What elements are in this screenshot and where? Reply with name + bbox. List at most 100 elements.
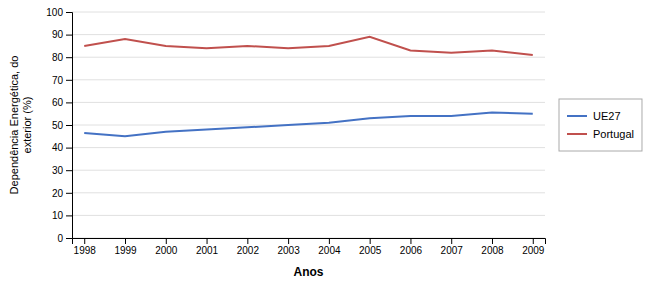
- y-tick: 70: [52, 75, 72, 86]
- y-axis-title-line: exterior (%): [21, 97, 33, 154]
- x-tick: 2006: [400, 238, 423, 256]
- x-tick-mark: [84, 238, 85, 244]
- y-axis-title-line: Dependência Energética, do: [8, 56, 20, 195]
- y-axis: 0 10 20 30 40 50 60 70 80 90 100: [46, 7, 72, 244]
- x-tick-mark: [533, 238, 534, 244]
- y-tick: 100: [46, 7, 72, 18]
- x-tick: 2007: [441, 238, 464, 256]
- x-tick: 2008: [481, 238, 504, 256]
- y-tick: 10: [52, 210, 72, 221]
- x-tick-label: 2002: [237, 245, 260, 256]
- grid-line: [72, 57, 545, 58]
- marks: [84, 37, 533, 136]
- x-tick-mark: [207, 238, 208, 244]
- x-tick-mark: [329, 238, 330, 244]
- y-axis-title: Dependência Energética, doexterior (%): [8, 56, 33, 195]
- x-tick-mark: [410, 238, 411, 244]
- y-tick: 90: [52, 29, 72, 40]
- y-tick-label: 50: [52, 120, 64, 131]
- x-tick-label: 1998: [74, 245, 97, 256]
- x-tick-label: 2008: [481, 245, 504, 256]
- series-line: [84, 37, 533, 55]
- x-tick: 2002: [237, 238, 260, 256]
- x-tick: 2005: [359, 238, 382, 256]
- grid: [72, 12, 545, 238]
- x-axis: 1998 1999 2000 2001 2002 2003 2004 2005 2006 2007…: [73, 238, 546, 256]
- y-tick-label: 70: [52, 75, 64, 86]
- y-tick-label: 40: [52, 142, 64, 153]
- y-tick-mark: [66, 215, 72, 216]
- y-tick-mark: [66, 12, 72, 13]
- x-tick-mark: [247, 238, 248, 244]
- x-tick: 2001: [196, 238, 219, 256]
- x-tick-label: 2003: [277, 245, 300, 256]
- y-tick: 80: [52, 52, 72, 63]
- grid-line: [72, 147, 545, 148]
- grid-line: [72, 79, 545, 80]
- y-tick-mark: [66, 238, 72, 239]
- legend-swatch: [567, 115, 587, 117]
- y-tick: 60: [52, 97, 72, 108]
- y-tick-mark: [66, 35, 72, 36]
- grid-line: [72, 34, 545, 35]
- x-tick: 1998: [74, 238, 97, 256]
- y-tick: 20: [52, 188, 72, 199]
- chart: 1998199920002001200220032004200520062007…: [0, 0, 657, 284]
- grid-line: [72, 170, 545, 171]
- grid-line: [72, 102, 545, 103]
- y-tick: 30: [52, 165, 72, 176]
- legend-swatch: [567, 133, 587, 135]
- y-tick-mark: [66, 80, 72, 81]
- y-tick: 50: [52, 120, 72, 131]
- x-tick-label: 2000: [155, 245, 178, 256]
- x-tick: 1999: [114, 238, 137, 256]
- x-tick-mark: [451, 238, 452, 244]
- y-axis-line: [66, 13, 73, 239]
- x-tick-mark: [370, 238, 371, 244]
- series-line: [84, 113, 533, 137]
- y-tick-mark: [66, 170, 72, 171]
- y-tick-mark: [66, 102, 72, 103]
- y-tick-label: 100: [46, 7, 63, 18]
- y-tick-label: 30: [52, 165, 64, 176]
- x-tick-label: 2007: [441, 245, 464, 256]
- legend: UE27 Portugal: [559, 99, 642, 151]
- x-tick-label: 2006: [400, 245, 423, 256]
- legend-item: Portugal: [567, 128, 634, 140]
- x-tick-label: 2009: [522, 245, 545, 256]
- y-tick-label: 0: [57, 233, 63, 244]
- y-tick-label: 10: [52, 210, 64, 221]
- y-tick-mark: [66, 148, 72, 149]
- legend-frame: [559, 99, 642, 151]
- x-tick-mark: [492, 238, 493, 244]
- legend-label: Portugal: [593, 128, 634, 140]
- x-tick-label: 2005: [359, 245, 382, 256]
- y-tick-label: 80: [52, 52, 64, 63]
- y-tick-mark: [66, 193, 72, 194]
- y-tick-mark: [66, 57, 72, 58]
- y-tick-label: 60: [52, 97, 64, 108]
- y-tick-label: 90: [52, 29, 64, 40]
- x-tick: 2003: [277, 238, 300, 256]
- legend-item: UE27: [567, 110, 621, 122]
- x-tick-mark: [288, 238, 289, 244]
- legend-items: UE27 Portugal: [567, 110, 634, 140]
- x-tick: 2009: [522, 238, 545, 256]
- x-tick-mark: [125, 238, 126, 244]
- x-tick-label: 1999: [114, 245, 137, 256]
- y-tick: 40: [52, 142, 72, 153]
- grid-line: [72, 192, 545, 193]
- grid-line: [72, 215, 545, 216]
- legend-label: UE27: [593, 110, 621, 122]
- x-tick-label: 2001: [196, 245, 219, 256]
- x-axis-line: [73, 239, 546, 245]
- x-tick-label: 2004: [318, 245, 341, 256]
- x-tick: 2000: [155, 238, 178, 256]
- y-tick: 0: [57, 233, 72, 244]
- grid-line: [72, 12, 545, 13]
- x-axis-title: Anos: [294, 265, 324, 279]
- plot: 1998199920002001200220032004200520062007…: [46, 7, 545, 256]
- x-tick-mark: [166, 238, 167, 244]
- x-tick: 2004: [318, 238, 341, 256]
- y-tick-mark: [66, 125, 72, 126]
